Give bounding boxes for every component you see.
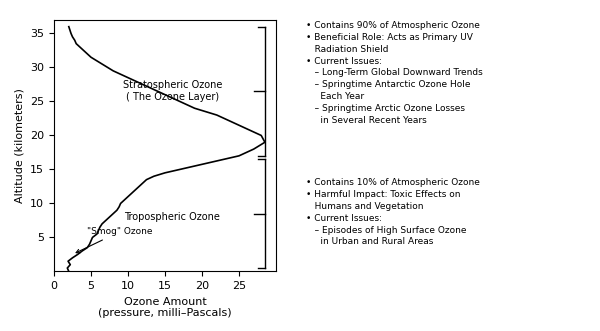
Text: "Smog" Ozone: "Smog" Ozone — [76, 227, 153, 253]
Text: • Contains 90% of Atmospheric Ozone
• Beneficial Role: Acts as Primary UV
   Rad: • Contains 90% of Atmospheric Ozone • Be… — [306, 21, 483, 124]
X-axis label: Ozone Amount
(pressure, milli–Pascals): Ozone Amount (pressure, milli–Pascals) — [98, 297, 232, 318]
Text: • Contains 10% of Atmospheric Ozone
• Harmful Impact: Toxic Effects on
   Humans: • Contains 10% of Atmospheric Ozone • Ha… — [306, 178, 480, 246]
Text: Stratospheric Ozone
( The Ozone Layer): Stratospheric Ozone ( The Ozone Layer) — [123, 80, 222, 102]
Y-axis label: Altitude (kilometers): Altitude (kilometers) — [14, 88, 25, 203]
Text: Tropospheric Ozone: Tropospheric Ozone — [124, 212, 220, 222]
